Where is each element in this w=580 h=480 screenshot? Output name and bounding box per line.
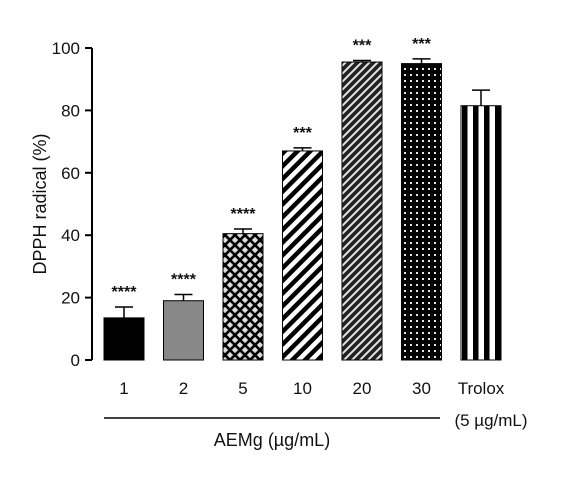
bar-10 xyxy=(282,150,323,361)
y-tick-label: 60 xyxy=(61,164,80,183)
x-tick-label: 2 xyxy=(179,379,188,398)
bar-30 xyxy=(401,63,442,361)
x-tick-label: 1 xyxy=(119,379,128,398)
significance-label: **** xyxy=(171,271,197,288)
x-tick-sublabel: (5 µg/mL) xyxy=(454,411,527,430)
y-tick-label: 100 xyxy=(52,39,80,58)
y-tick-label: 80 xyxy=(61,101,80,120)
x-tick-label: Trolox xyxy=(458,379,505,398)
significance-label: **** xyxy=(231,206,257,223)
bar-1 xyxy=(103,317,145,361)
x-group-label: AEMg (µg/mL) xyxy=(214,430,330,450)
y-tick-label: 20 xyxy=(61,289,80,308)
y-tick-label: 0 xyxy=(71,351,80,370)
bar-2 xyxy=(163,300,204,361)
significance-label: *** xyxy=(412,36,431,53)
y-axis-title: DPPH radical (%) xyxy=(30,133,50,274)
significance-label: *** xyxy=(353,37,372,54)
bar-Trolox xyxy=(460,105,502,361)
y-tick-label: 40 xyxy=(61,226,80,245)
x-tick-label: 20 xyxy=(353,379,372,398)
significance-label: *** xyxy=(293,125,312,142)
bar-20 xyxy=(341,61,383,361)
x-tick-label: 5 xyxy=(238,379,247,398)
significance-label: **** xyxy=(112,284,138,301)
x-tick-label: 10 xyxy=(293,379,312,398)
x-tick-label: 30 xyxy=(412,379,431,398)
bar-5 xyxy=(222,233,264,361)
